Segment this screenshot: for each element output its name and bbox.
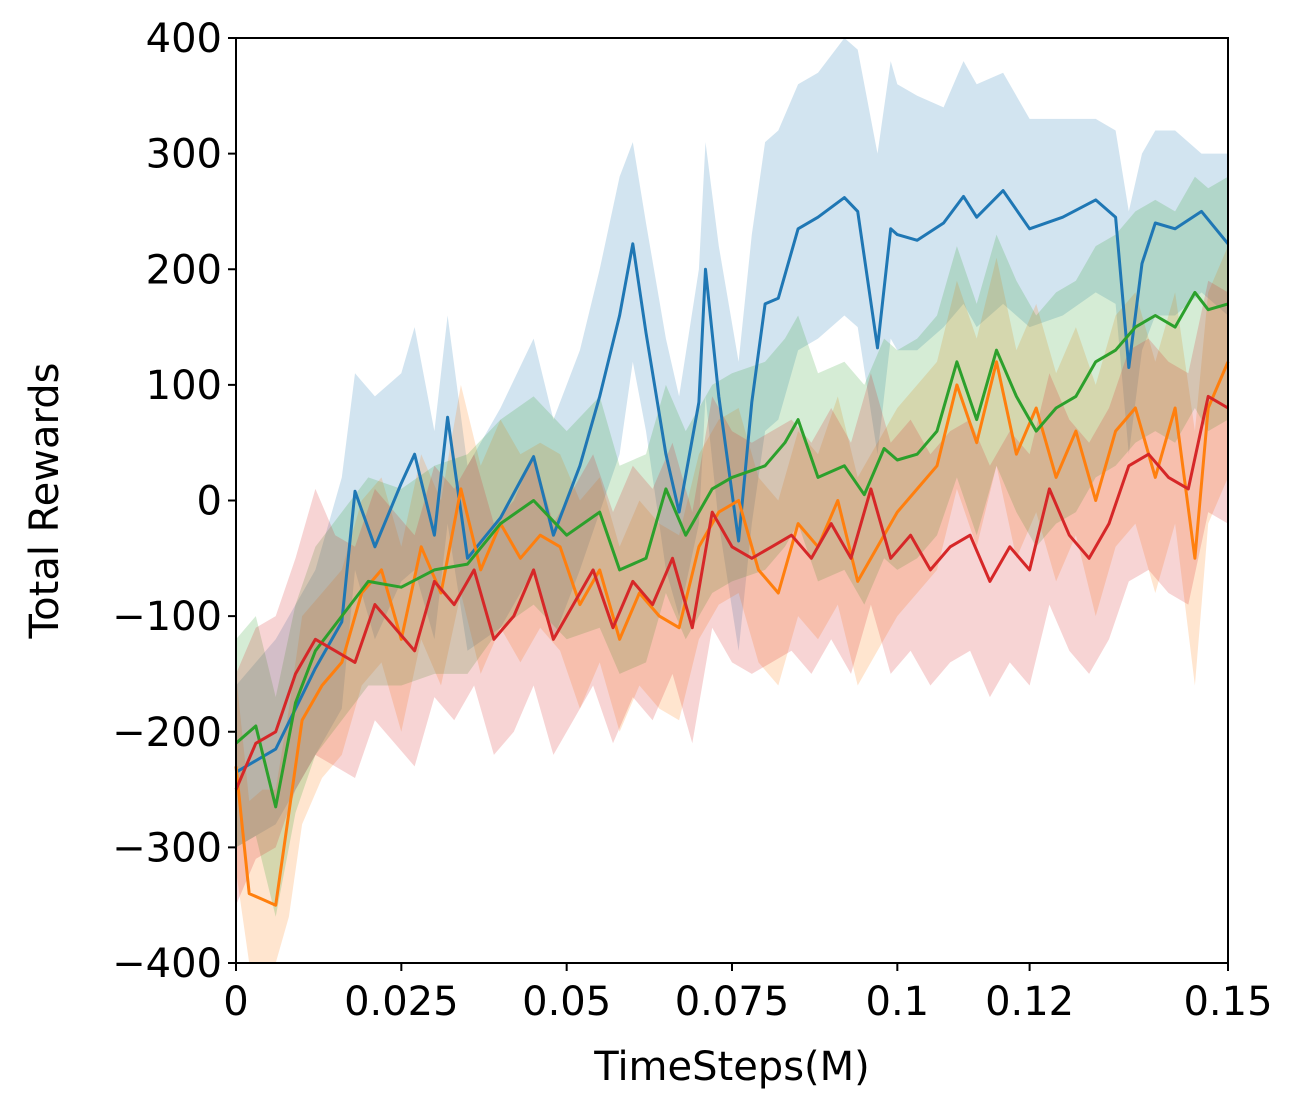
series-1-line — [234, 360, 1230, 907]
y-tick-label: 200 — [146, 247, 222, 293]
x-tick-label: 0.15 — [1183, 979, 1272, 1025]
y-tick-label: 0 — [197, 479, 222, 525]
y-axis: 400 300 200 100 0 −100 −200 −300 −400 — [112, 16, 236, 987]
x-axis-label: TimeSteps(M) — [593, 1044, 870, 1090]
x-tick-label: 0.12 — [985, 979, 1074, 1025]
series-lines — [234, 189, 1230, 907]
x-tick-label: 0.025 — [344, 979, 459, 1025]
y-tick-label: −200 — [112, 710, 222, 756]
x-tick-label: 0.075 — [675, 979, 790, 1025]
x-tick-label: 0 — [223, 979, 248, 1025]
y-tick-label: −400 — [112, 941, 222, 987]
y-tick-label: 300 — [146, 132, 222, 178]
y-tick-label: −100 — [112, 594, 222, 640]
x-tick-label: 0.1 — [866, 979, 930, 1025]
x-tick-label: 0.05 — [522, 979, 611, 1025]
y-axis-label: Total Rewards — [22, 363, 68, 640]
series-3-band — [236, 280, 1228, 906]
x-axis: 0 0.025 0.05 0.075 0.1 0.12 0.15 — [223, 963, 1273, 1025]
series-0-band — [236, 38, 1228, 848]
series-2-line — [235, 290, 1229, 809]
y-tick-label: 400 — [146, 16, 222, 62]
y-tick-label: 100 — [146, 363, 222, 409]
series-3-line — [234, 394, 1229, 791]
y-tick-label: −300 — [112, 825, 222, 871]
